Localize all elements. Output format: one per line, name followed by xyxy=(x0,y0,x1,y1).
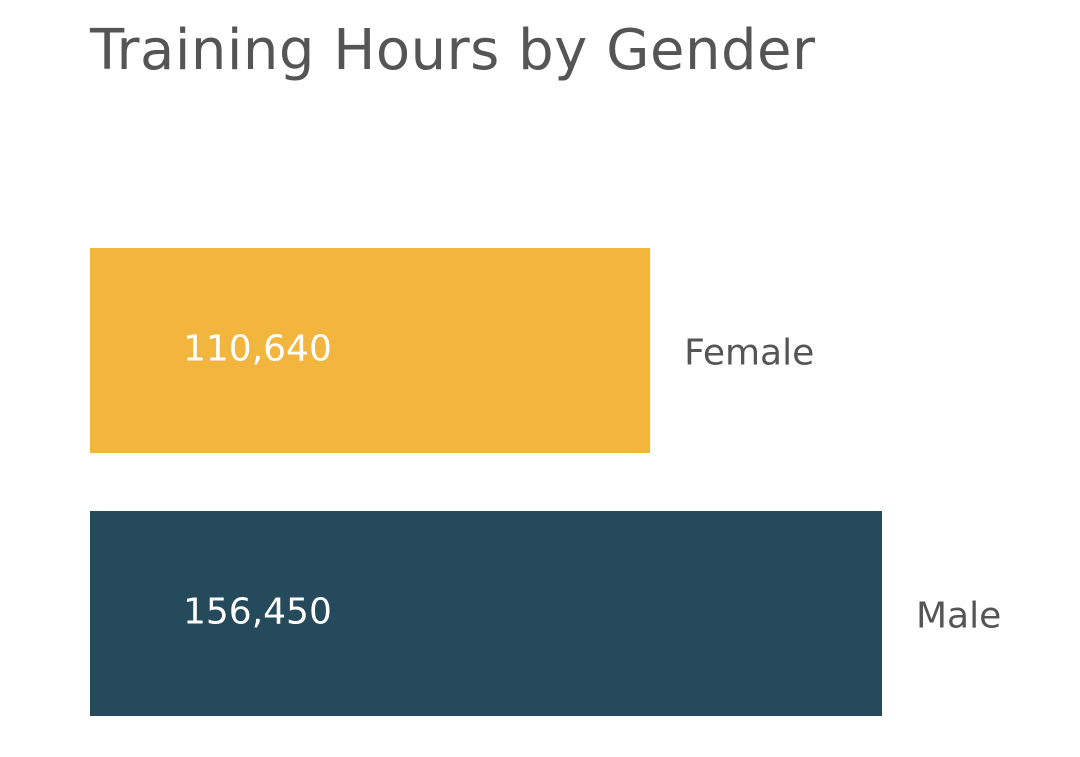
data-label-male: 156,450 xyxy=(183,592,332,633)
data-label-female: 110,640 xyxy=(183,329,332,370)
chart-title: Training Hours by Gender xyxy=(90,18,816,83)
bar-male xyxy=(90,511,882,716)
bar-female xyxy=(90,248,651,453)
category-label-female: Female xyxy=(684,333,814,374)
category-label-male: Male xyxy=(916,596,1001,637)
